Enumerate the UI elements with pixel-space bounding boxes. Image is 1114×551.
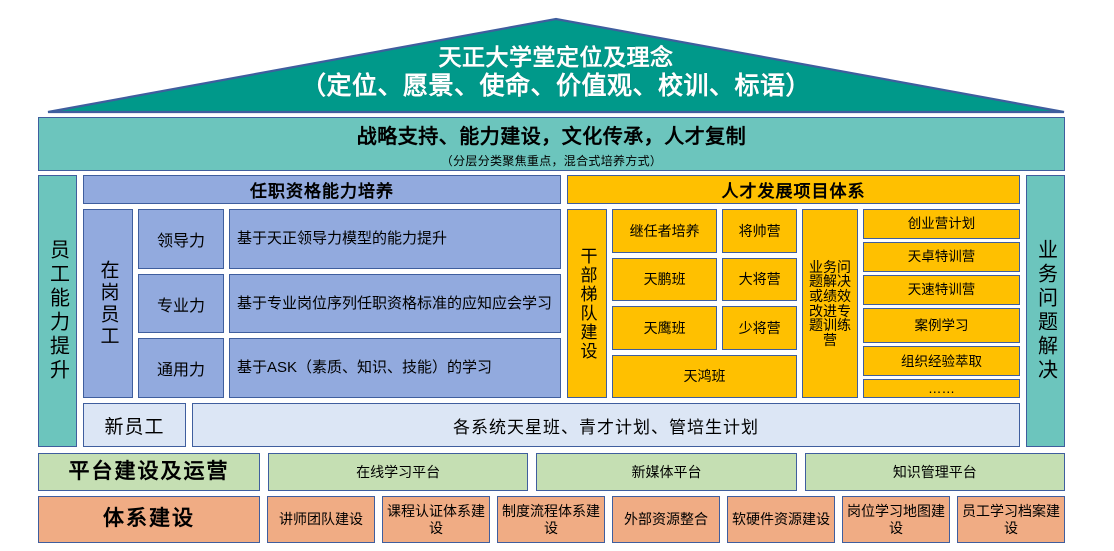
talent-cadre-echelon-label: 干部梯队建设 [577, 246, 597, 361]
capability-general: 通用力 [138, 338, 224, 399]
program-tianying-class: 天鹰班 [612, 306, 718, 350]
zone-top: 任职资格能力培养 在岗员工 领导力 基于天正领导力模型的能力提升 专业力 [83, 175, 1020, 399]
list-item-tiansu-camp: 天速特训营 [863, 275, 1020, 306]
program-general-camp: 将帅营 [722, 209, 797, 253]
roof-section: 天正大学堂定位及理念 （定位、愿景、使命、价值观、校训、标语） [46, 17, 1066, 114]
system-item-learning-map: 岗位学习地图建设 [842, 496, 950, 543]
talent-right-list: 创业营计划 天卓特训营 天速特训营 案例学习 组织经验萃取 …… [863, 209, 1020, 398]
strategy-main-text: 战略支持、能力建设，文化传承，人才复制 [356, 125, 747, 148]
roof-shape-icon [47, 17, 1065, 114]
right-pillar-business-problem: 业务问题解决 [1026, 175, 1065, 447]
left-pillar-employee-capability: 员工能力提升 [38, 175, 77, 447]
capability-professional-description: 基于专业岗位序列任职资格标准的应知应会学习 [229, 273, 561, 334]
list-item-startup-camp: 创业营计划 [863, 209, 1020, 240]
qualification-side-label-text: 在岗员工 [97, 259, 119, 348]
platform-title: 平台建设及运营 [38, 453, 260, 491]
program-minor-general-camp: 少将营 [722, 306, 797, 350]
talent-problem-solving-camp: 业务问题解决或绩效改进专题训练营 [802, 209, 858, 398]
strategy-band: 战略支持、能力建设，文化传承，人才复制 （分层分类聚焦重点，混合式培养方式） [38, 117, 1065, 171]
table-row: 天鸿班 [612, 354, 797, 398]
program-tianhong-class: 天鸿班 [612, 354, 797, 398]
qualification-side-label: 在岗员工 [83, 209, 133, 398]
table-row: 通用力 基于ASK（素质、知识、技能）的学习 [138, 338, 561, 399]
system-title: 体系建设 [38, 496, 260, 543]
talent-column: 人才发展项目体系 干部梯队建设 继任者培养 将帅营 天鹏班 [567, 175, 1020, 398]
new-employee-description: 各系统天星班、青才计划、管培生计划 [192, 403, 1020, 447]
table-row: 天鹏班 大将营 [612, 257, 797, 301]
capability-professional: 专业力 [138, 273, 224, 334]
system-item-external-resources: 外部资源整合 [612, 496, 720, 543]
platform-item-new-media: 新媒体平台 [536, 453, 797, 491]
system-row: 体系建设 讲师团队建设 课程认证体系建设 制度流程体系建设 外部资源整合 软硬件… [38, 496, 1065, 543]
qualification-column: 任职资格能力培养 在岗员工 领导力 基于天正领导力模型的能力提升 专业力 [83, 175, 561, 399]
qualification-body: 在岗员工 领导力 基于天正领导力模型的能力提升 专业力 基于专业岗位序列任职资格… [83, 209, 561, 399]
capability-general-description: 基于ASK（素质、知识、技能）的学习 [229, 338, 561, 399]
center-zone: 任职资格能力培养 在岗员工 领导力 基于天正领导力模型的能力提升 专业力 [83, 175, 1020, 447]
program-tianpeng-class: 天鹏班 [612, 257, 718, 301]
system-item-trainer-team: 讲师团队建设 [267, 496, 375, 543]
new-employee-label: 新员工 [83, 403, 186, 447]
talent-problem-solving-camp-label: 业务问题解决或绩效改进专题训练营 [809, 258, 851, 348]
system-item-hardware-software: 软硬件资源建设 [727, 496, 835, 543]
table-row: 专业力 基于专业岗位序列任职资格标准的应知应会学习 [138, 273, 561, 334]
list-item-tianzhuo-camp: 天卓特训营 [863, 242, 1020, 273]
table-row: 继任者培养 将帅营 [612, 209, 797, 253]
left-pillar-label: 员工能力提升 [46, 239, 69, 383]
platform-item-knowledge-management: 知识管理平台 [804, 453, 1065, 491]
list-item-case-study: 案例学习 [863, 308, 1020, 344]
roof-title-line1: 天正大学堂定位及理念 [438, 44, 674, 70]
list-item-experience-extraction: 组织经验萃取 [863, 346, 1020, 377]
main-body: 员工能力提升 任职资格能力培养 在岗员工 领导力 基于天正领导力模型的能力提升 [38, 175, 1065, 447]
roof-title-line2: （定位、愿景、使命、价值观、校训、标语） [300, 72, 811, 101]
capability-leadership: 领导力 [138, 209, 224, 269]
table-row: 天鹰班 少将营 [612, 306, 797, 350]
talent-body: 干部梯队建设 继任者培养 将帅营 天鹏班 大将营 [567, 209, 1020, 398]
talent-cadre-echelon: 干部梯队建设 [567, 209, 607, 398]
talent-program-grid: 继任者培养 将帅营 天鹏班 大将营 天鹰班 少将营 [612, 209, 797, 398]
talent-header: 人才发展项目体系 [567, 175, 1020, 204]
right-pillar-label: 业务问题解决 [1034, 239, 1057, 383]
qualification-rows: 领导力 基于天正领导力模型的能力提升 专业力 基于专业岗位序列任职资格标准的应知… [138, 209, 561, 399]
platform-item-online-learning: 在线学习平台 [268, 453, 529, 491]
platform-row: 平台建设及运营 在线学习平台 新媒体平台 知识管理平台 [38, 453, 1065, 491]
program-major-general-camp: 大将营 [722, 257, 797, 301]
roof-title-block: 天正大学堂定位及理念 （定位、愿景、使命、价值观、校训、标语） [46, 43, 1066, 102]
capability-leadership-description: 基于天正领导力模型的能力提升 [229, 209, 561, 269]
table-row: 领导力 基于天正领导力模型的能力提升 [138, 209, 561, 269]
new-employee-row: 新员工 各系统天星班、青才计划、管培生计划 [83, 403, 1020, 447]
list-item-ellipsis: …… [863, 379, 1020, 398]
qualification-header: 任职资格能力培养 [83, 175, 561, 204]
system-item-process-system: 制度流程体系建设 [497, 496, 605, 543]
strategy-sub-text: （分层分类聚焦重点，混合式培养方式） [440, 153, 663, 168]
system-item-learning-archive: 员工学习档案建设 [957, 496, 1065, 543]
program-successor-development: 继任者培养 [612, 209, 718, 253]
system-item-course-certification: 课程认证体系建设 [382, 496, 490, 543]
